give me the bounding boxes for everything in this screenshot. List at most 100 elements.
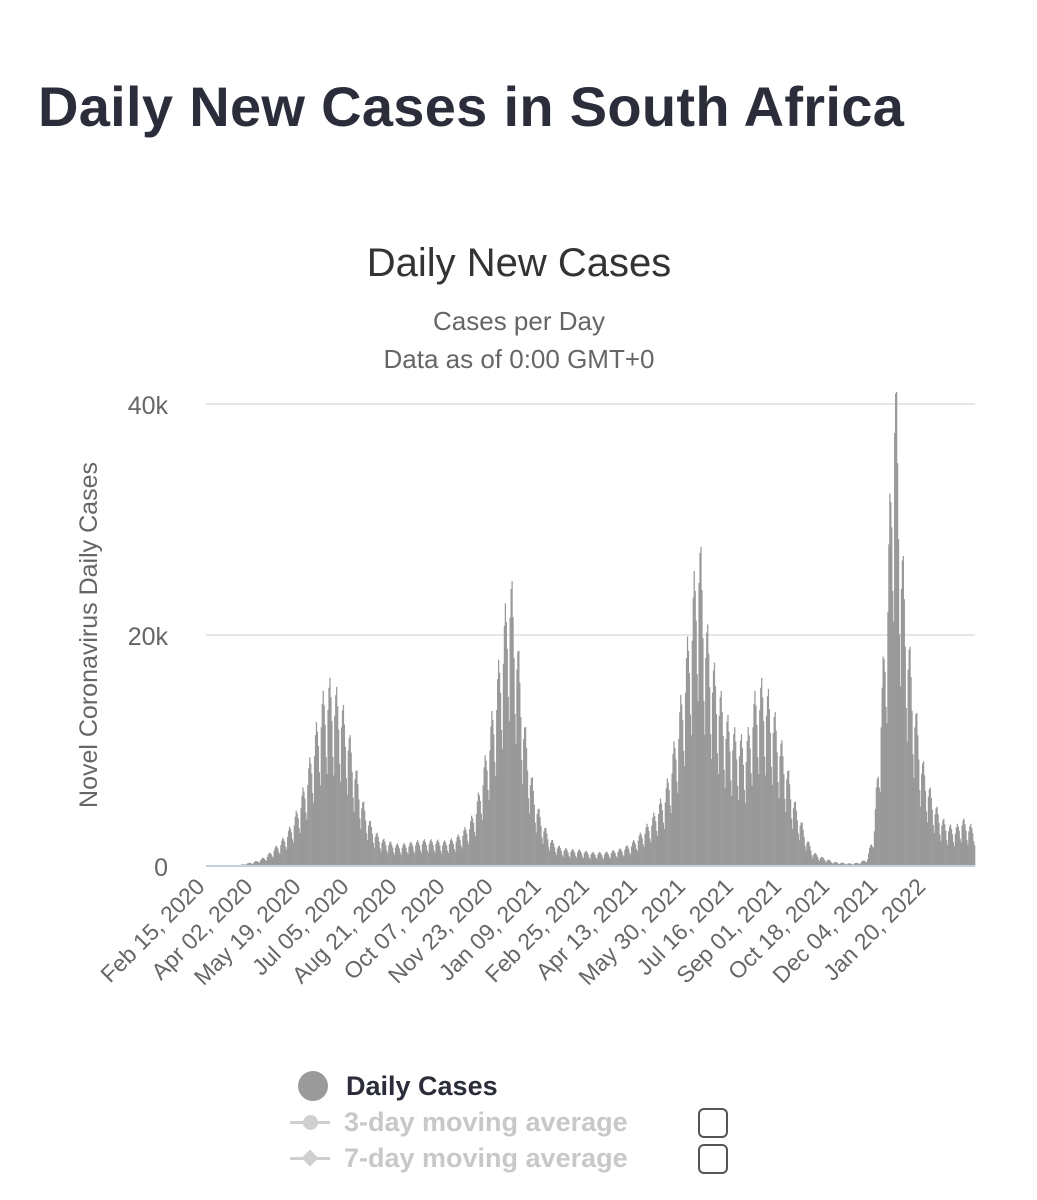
daily-cases-bar bbox=[534, 822, 536, 866]
daily-cases-bar bbox=[776, 752, 778, 866]
daily-cases-bar bbox=[502, 663, 505, 867]
daily-cases-bar bbox=[635, 848, 638, 866]
daily-cases-bar bbox=[433, 850, 435, 866]
daily-cases-bar bbox=[716, 753, 718, 866]
daily-cases-bar bbox=[713, 662, 716, 866]
daily-cases-bar bbox=[897, 539, 900, 866]
daily-cases-bar bbox=[915, 714, 917, 866]
daily-cases-bar bbox=[725, 738, 727, 866]
grid-lines bbox=[206, 403, 975, 636]
daily-cases-bar bbox=[530, 777, 533, 866]
legend-item-daily-cases[interactable]: Daily Cases bbox=[290, 1068, 750, 1104]
daily-cases-bar bbox=[542, 843, 544, 866]
daily-cases-bar bbox=[910, 677, 912, 866]
daily-cases-bar bbox=[259, 862, 261, 866]
daily-cases-bar bbox=[952, 842, 955, 866]
daily-cases-bar bbox=[300, 808, 302, 866]
legend-item-7-day-average[interactable]: 7-day moving average bbox=[290, 1140, 750, 1176]
daily-cases-bar bbox=[718, 715, 720, 866]
daily-cases-bar bbox=[556, 848, 559, 866]
daily-cases-bar bbox=[523, 738, 525, 866]
daily-cases-bar bbox=[551, 839, 554, 866]
daily-cases-bar bbox=[299, 832, 301, 866]
daily-cases-bar bbox=[973, 841, 975, 866]
daily-cases-bar bbox=[280, 845, 282, 866]
daily-cases-bar bbox=[906, 741, 908, 866]
daily-cases-bar bbox=[606, 852, 609, 866]
daily-cases-bar bbox=[806, 842, 808, 866]
daily-cases-bar bbox=[679, 712, 681, 866]
daily-cases-marker-icon bbox=[298, 1071, 328, 1101]
daily-cases-bar bbox=[602, 857, 604, 866]
daily-cases-bar bbox=[768, 709, 771, 866]
daily-cases-bar bbox=[568, 855, 570, 866]
daily-cases-bar bbox=[418, 845, 421, 866]
daily-cases-bar bbox=[946, 839, 948, 866]
daily-cases-bar bbox=[275, 845, 277, 866]
3-day-average-checkbox[interactable] bbox=[698, 1108, 728, 1138]
daily-cases-bar bbox=[797, 833, 799, 866]
daily-cases-bar bbox=[293, 825, 295, 866]
daily-cases-bar bbox=[544, 828, 546, 866]
daily-cases-bar bbox=[902, 556, 904, 866]
daily-cases-bar bbox=[409, 843, 411, 866]
daily-cases-bar bbox=[396, 843, 399, 866]
legend-item-3-day-average[interactable]: 3-day moving average bbox=[290, 1104, 750, 1140]
daily-cases-bar bbox=[527, 798, 530, 866]
daily-cases-bar bbox=[644, 833, 646, 866]
daily-cases-bar bbox=[458, 836, 460, 866]
daily-cases-bar bbox=[857, 863, 859, 866]
daily-cases-bar bbox=[711, 692, 714, 866]
daily-cases-bar bbox=[320, 727, 322, 866]
daily-cases-bar bbox=[877, 776, 879, 866]
daily-cases-bar bbox=[771, 784, 773, 866]
daily-cases-bar bbox=[619, 848, 621, 866]
daily-cases-bar bbox=[324, 724, 326, 866]
daily-cases-bar bbox=[443, 841, 445, 866]
daily-cases-bar bbox=[765, 715, 768, 866]
daily-cases-bar bbox=[879, 791, 881, 866]
daily-cases-bar bbox=[377, 836, 379, 866]
daily-cases-bar bbox=[314, 735, 317, 866]
daily-cases-bar bbox=[477, 792, 480, 866]
daily-cases-bar bbox=[614, 853, 616, 866]
daily-cases-bar bbox=[640, 834, 642, 866]
daily-cases-bar bbox=[572, 849, 574, 866]
daily-cases-bar bbox=[692, 597, 694, 866]
daily-cases-bar bbox=[744, 803, 746, 866]
daily-cases-bar bbox=[962, 820, 964, 866]
daily-cases-bar bbox=[762, 721, 765, 866]
daily-cases-bar bbox=[720, 690, 722, 866]
daily-cases-bar bbox=[730, 780, 732, 866]
daily-cases-bar bbox=[461, 848, 463, 866]
daily-cases-bar bbox=[414, 853, 416, 867]
daily-cases-bar bbox=[615, 856, 617, 866]
line-diamond-marker-icon bbox=[290, 1143, 330, 1173]
daily-cases-bar bbox=[930, 797, 932, 866]
daily-cases-bar bbox=[519, 682, 521, 866]
daily-cases-bar bbox=[257, 861, 259, 866]
daily-cases-bar bbox=[335, 695, 337, 866]
daily-cases-bar bbox=[570, 852, 572, 866]
daily-cases-bar bbox=[709, 734, 712, 866]
daily-cases-bar bbox=[481, 819, 483, 866]
daily-cases-bar bbox=[261, 857, 264, 866]
daily-cases-bar bbox=[349, 735, 351, 866]
daily-cases-bar bbox=[467, 840, 469, 866]
daily-cases-bar bbox=[437, 839, 439, 866]
daily-cases-bar bbox=[316, 731, 319, 866]
daily-cases-bar bbox=[439, 845, 441, 866]
daily-cases-bar bbox=[783, 774, 785, 866]
daily-cases-bar bbox=[721, 711, 723, 866]
daily-cases-bar bbox=[809, 846, 811, 866]
daily-cases-bar bbox=[352, 797, 354, 866]
daily-cases-bar bbox=[764, 775, 767, 866]
daily-cases-bar bbox=[954, 833, 957, 866]
daily-cases-bar bbox=[521, 760, 523, 866]
daily-cases-bar bbox=[339, 781, 342, 866]
daily-cases-bar bbox=[706, 632, 708, 866]
daily-cases-bar bbox=[939, 834, 941, 866]
7-day-average-checkbox[interactable] bbox=[698, 1144, 728, 1174]
daily-cases-bar bbox=[762, 697, 764, 866]
daily-cases-bar bbox=[581, 856, 584, 866]
